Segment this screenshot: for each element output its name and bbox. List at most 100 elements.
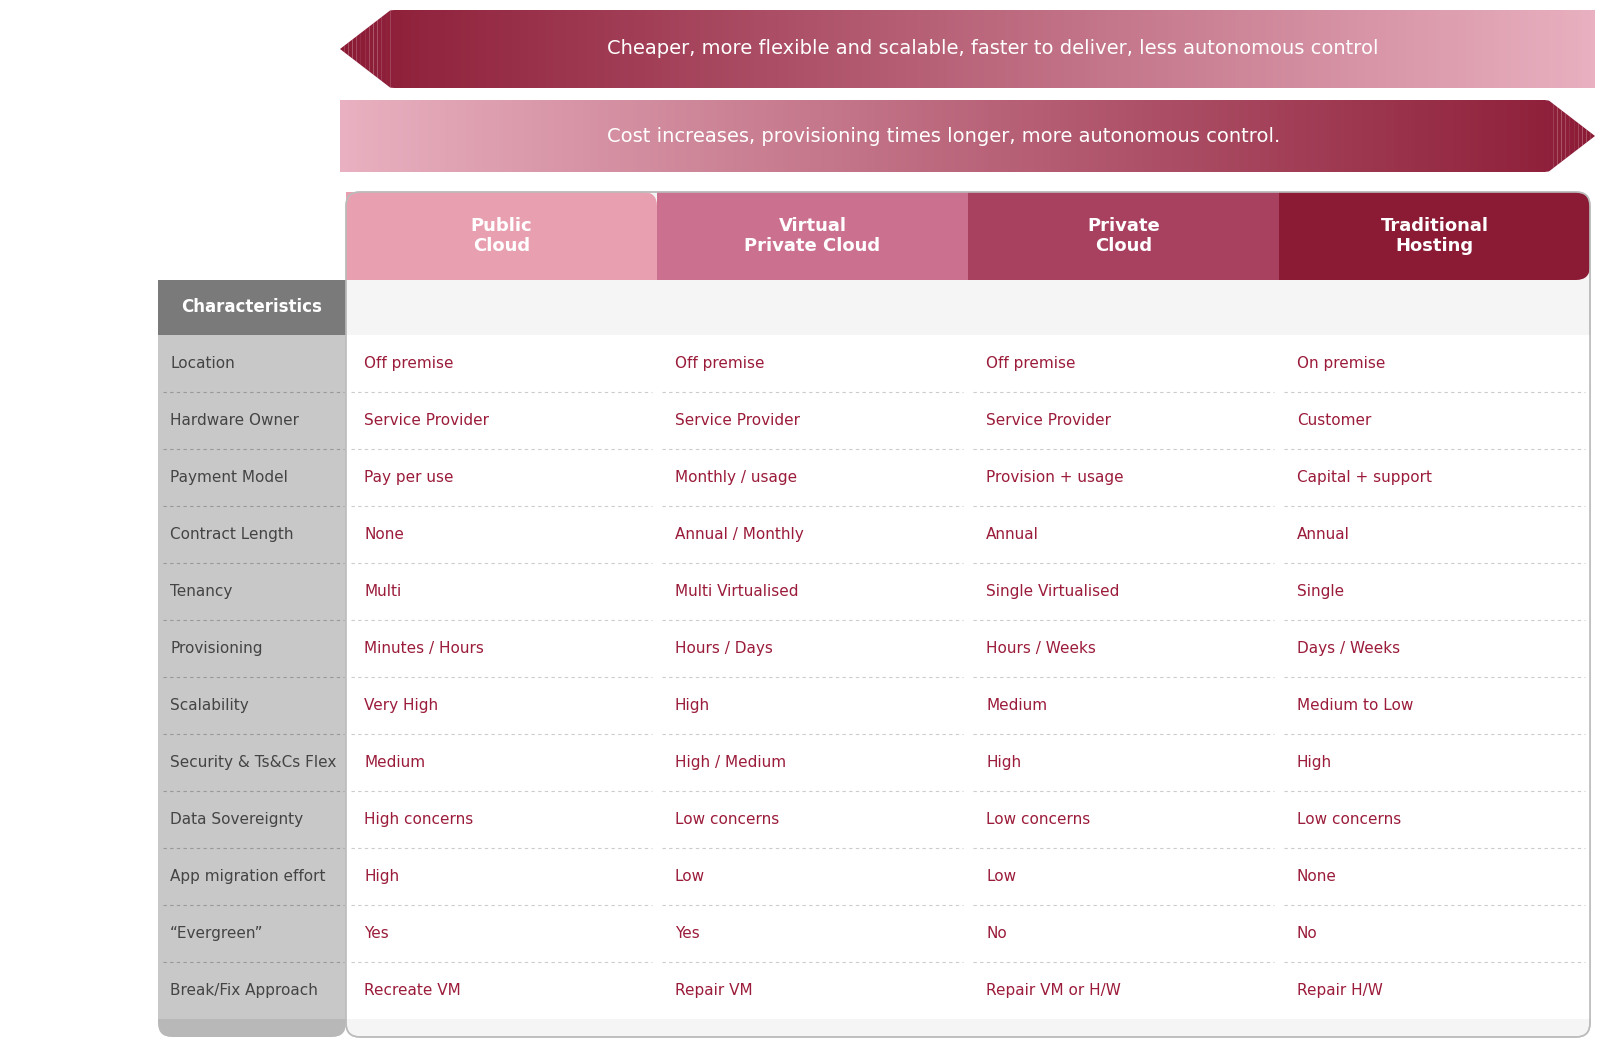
Polygon shape	[942, 100, 947, 172]
Polygon shape	[1411, 10, 1415, 88]
Text: Service Provider: Service Provider	[986, 413, 1111, 428]
Polygon shape	[436, 100, 440, 172]
Polygon shape	[1131, 100, 1136, 172]
Polygon shape	[779, 10, 784, 88]
Polygon shape	[1315, 10, 1319, 88]
Polygon shape	[776, 100, 779, 172]
Polygon shape	[960, 100, 963, 172]
Polygon shape	[679, 10, 682, 88]
Bar	[1279, 848, 1590, 905]
Polygon shape	[1144, 100, 1147, 172]
Polygon shape	[1239, 10, 1244, 88]
Polygon shape	[1244, 100, 1248, 172]
Polygon shape	[666, 10, 671, 88]
Polygon shape	[1373, 100, 1378, 172]
Polygon shape	[1034, 100, 1039, 172]
Polygon shape	[1419, 100, 1424, 172]
Polygon shape	[929, 10, 934, 88]
Polygon shape	[674, 10, 679, 88]
Polygon shape	[695, 10, 700, 88]
Text: No: No	[1297, 926, 1318, 941]
Polygon shape	[955, 10, 960, 88]
Polygon shape	[1097, 100, 1102, 172]
Bar	[360, 266, 656, 280]
FancyBboxPatch shape	[347, 192, 1590, 1037]
Polygon shape	[1448, 100, 1453, 172]
Text: Low: Low	[674, 869, 705, 884]
Polygon shape	[1118, 10, 1123, 88]
Text: High: High	[365, 869, 398, 884]
Polygon shape	[816, 100, 821, 172]
Polygon shape	[1239, 100, 1244, 172]
Bar	[968, 791, 1279, 848]
Polygon shape	[1105, 100, 1110, 172]
Polygon shape	[1023, 100, 1026, 172]
Text: None: None	[1297, 869, 1337, 884]
Polygon shape	[1160, 100, 1165, 172]
Polygon shape	[1507, 100, 1511, 172]
Polygon shape	[737, 100, 742, 172]
Polygon shape	[981, 10, 984, 88]
Polygon shape	[1265, 100, 1269, 172]
Polygon shape	[1569, 10, 1574, 88]
Polygon shape	[700, 10, 703, 88]
Text: Location: Location	[169, 356, 235, 371]
Bar	[347, 563, 656, 620]
Bar	[347, 905, 656, 962]
Polygon shape	[1344, 100, 1348, 172]
Polygon shape	[692, 100, 695, 172]
Polygon shape	[792, 10, 795, 88]
Polygon shape	[918, 10, 921, 88]
Polygon shape	[440, 100, 445, 172]
Polygon shape	[981, 100, 984, 172]
Polygon shape	[545, 10, 548, 88]
Text: High: High	[674, 697, 710, 713]
Polygon shape	[1227, 100, 1231, 172]
Polygon shape	[758, 10, 763, 88]
Polygon shape	[1013, 100, 1018, 172]
Polygon shape	[382, 100, 386, 172]
Polygon shape	[729, 100, 734, 172]
Polygon shape	[703, 100, 708, 172]
Bar	[158, 563, 347, 620]
Polygon shape	[574, 100, 579, 172]
Polygon shape	[1231, 100, 1236, 172]
Polygon shape	[1495, 100, 1498, 172]
Polygon shape	[868, 10, 871, 88]
Polygon shape	[813, 100, 816, 172]
Text: Medium: Medium	[986, 697, 1047, 713]
Polygon shape	[456, 100, 461, 172]
Polygon shape	[876, 100, 879, 172]
Polygon shape	[671, 10, 674, 88]
Polygon shape	[553, 10, 558, 88]
Polygon shape	[1578, 10, 1582, 88]
Polygon shape	[1273, 10, 1277, 88]
Polygon shape	[687, 100, 692, 172]
Polygon shape	[1260, 100, 1265, 172]
Text: Service Provider: Service Provider	[365, 413, 489, 428]
Polygon shape	[1582, 126, 1587, 145]
Polygon shape	[603, 10, 608, 88]
Polygon shape	[1461, 100, 1465, 172]
Bar	[656, 192, 968, 280]
Polygon shape	[1018, 100, 1023, 172]
Polygon shape	[508, 100, 511, 172]
Polygon shape	[658, 100, 661, 172]
Polygon shape	[1248, 10, 1252, 88]
Text: Repair H/W: Repair H/W	[1297, 983, 1382, 999]
Polygon shape	[913, 10, 918, 88]
Polygon shape	[1390, 100, 1394, 172]
Polygon shape	[482, 100, 487, 172]
Polygon shape	[1252, 10, 1257, 88]
Polygon shape	[1018, 10, 1023, 88]
Polygon shape	[498, 10, 503, 88]
Polygon shape	[658, 10, 661, 88]
Polygon shape	[1084, 10, 1089, 88]
Text: Capital + support: Capital + support	[1297, 470, 1432, 485]
Polygon shape	[1010, 100, 1013, 172]
Polygon shape	[1474, 10, 1478, 88]
Polygon shape	[1348, 100, 1352, 172]
Polygon shape	[868, 100, 871, 172]
Text: Annual / Monthly: Annual / Monthly	[674, 527, 803, 542]
Bar	[656, 335, 968, 392]
